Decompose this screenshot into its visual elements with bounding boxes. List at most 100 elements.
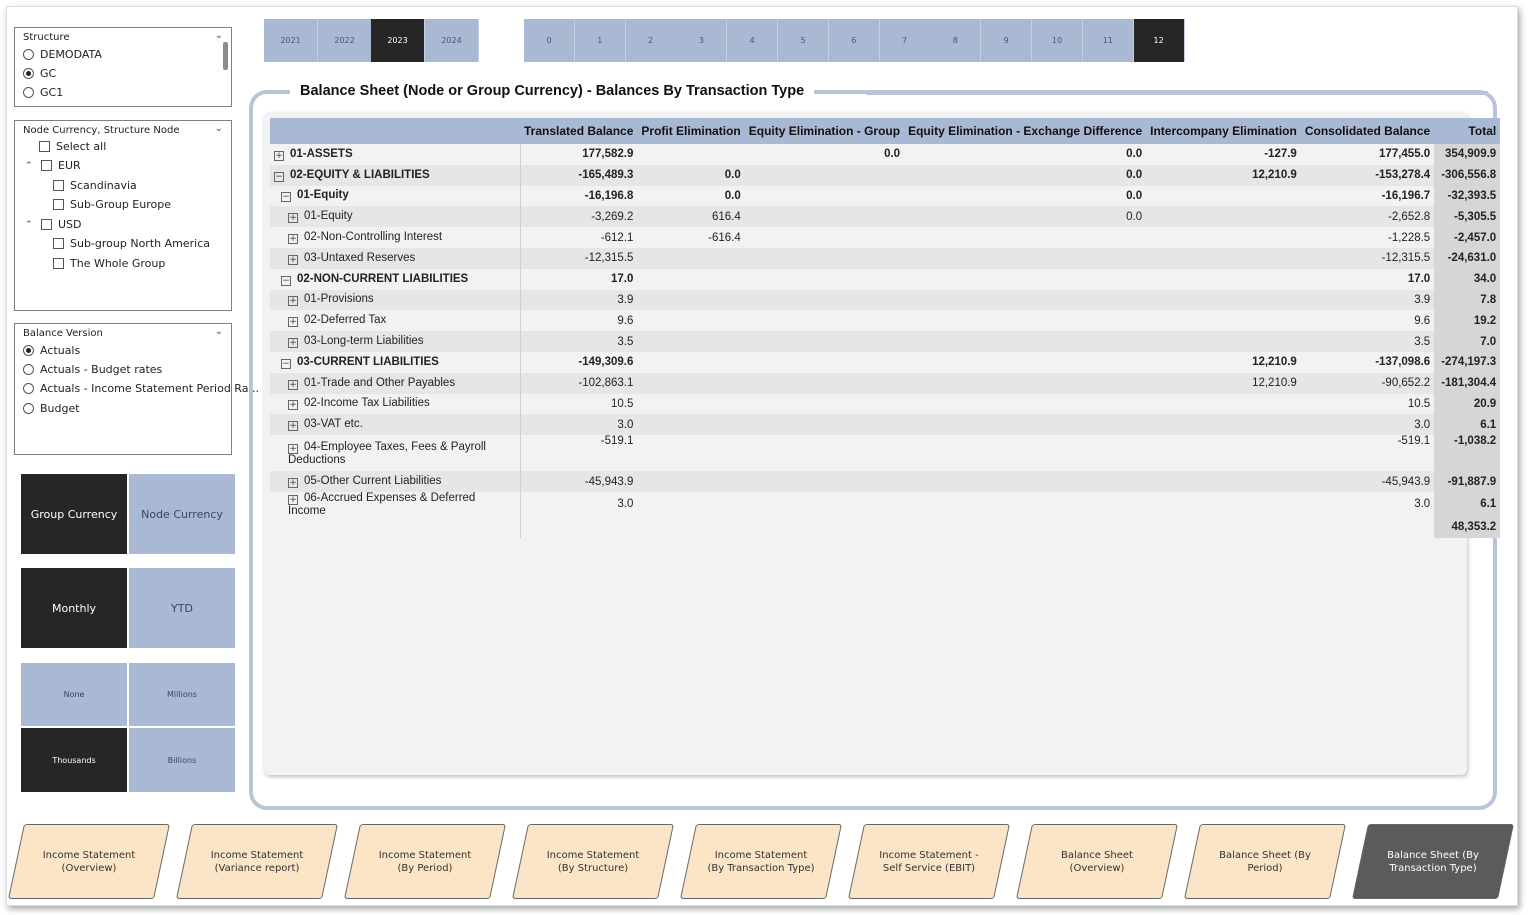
- units-none-button[interactable]: None: [21, 663, 127, 726]
- column-header[interactable]: Translated Balance: [520, 118, 638, 144]
- expand-icon[interactable]: +: [288, 400, 298, 411]
- expand-icon[interactable]: +: [288, 494, 298, 505]
- chevron-up-icon[interactable]: ⌃: [25, 160, 33, 171]
- cell-value: [744, 164, 905, 186]
- expand-icon[interactable]: +: [288, 317, 298, 328]
- expand-icon[interactable]: +: [288, 421, 298, 432]
- cell-value: -5,305.5: [1434, 206, 1501, 228]
- year-button-2022[interactable]: 2022: [318, 19, 372, 62]
- period-button-4[interactable]: 4: [727, 19, 779, 62]
- balance-option-budget[interactable]: Budget: [23, 402, 80, 415]
- balance-option-is-period-rates[interactable]: Actuals - Income Statement Period Ra...: [23, 382, 259, 395]
- expand-icon[interactable]: +: [288, 478, 298, 489]
- period-button-8[interactable]: 8: [930, 19, 982, 62]
- year-button-2021[interactable]: 2021: [264, 19, 318, 62]
- nav-button-3[interactable]: Income Statement (By Period): [344, 824, 506, 899]
- nav-button-5[interactable]: Income Statement (By Transaction Type): [680, 824, 842, 899]
- nav-button-label: Income Statement (Overview): [42, 849, 136, 874]
- year-button-2024[interactable]: 2024: [425, 19, 479, 62]
- expand-icon[interactable]: +: [288, 379, 298, 390]
- column-header[interactable]: Total: [1434, 118, 1501, 144]
- period-button-1[interactable]: 1: [574, 19, 626, 62]
- node-eur[interactable]: ⌃ EUR: [25, 159, 81, 172]
- checkbox-icon[interactable]: [53, 199, 64, 210]
- cell-value: [744, 268, 905, 290]
- radio-selected-icon[interactable]: [23, 345, 34, 356]
- expand-icon[interactable]: +: [288, 254, 298, 265]
- expand-icon[interactable]: +: [288, 234, 298, 245]
- balance-option-budget-rates[interactable]: Actuals - Budget rates: [23, 363, 162, 376]
- nav-button-2[interactable]: Income Statement (Variance report): [176, 824, 338, 899]
- structure-option-gc1[interactable]: GC1: [23, 86, 63, 99]
- collapse-icon[interactable]: −: [274, 171, 284, 182]
- node-subgroup-europe[interactable]: Sub-Group Europe: [53, 198, 171, 211]
- year-button-2023[interactable]: 2023: [371, 19, 425, 62]
- chevron-up-icon[interactable]: ⌃: [25, 219, 33, 230]
- group-currency-button[interactable]: Group Currency: [21, 474, 127, 554]
- collapse-icon[interactable]: −: [281, 275, 291, 286]
- checkbox-icon[interactable]: [53, 258, 64, 269]
- radio-icon[interactable]: [23, 87, 34, 98]
- chevron-down-icon[interactable]: ⌄: [214, 30, 223, 41]
- nav-button-6[interactable]: Income Statement - Self Service (EBIT): [848, 824, 1010, 899]
- node-whole-group[interactable]: The Whole Group: [53, 257, 165, 270]
- period-button-7[interactable]: 7: [879, 19, 931, 62]
- expand-icon[interactable]: +: [288, 443, 298, 454]
- period-button-3[interactable]: 3: [676, 19, 728, 62]
- checkbox-icon[interactable]: [53, 238, 64, 249]
- column-header[interactable]: [270, 118, 520, 144]
- column-header[interactable]: Equity Elimination - Exchange Difference: [904, 118, 1147, 144]
- period-button-0[interactable]: 0: [524, 19, 575, 62]
- expand-icon[interactable]: +: [274, 150, 284, 161]
- collapse-icon[interactable]: −: [281, 192, 291, 203]
- collapse-icon[interactable]: −: [281, 358, 291, 369]
- period-button-9[interactable]: 9: [981, 19, 1033, 62]
- node-select-all[interactable]: Select all: [39, 140, 106, 153]
- node-scandinavia[interactable]: Scandinavia: [53, 179, 137, 192]
- cell-value: 34.0: [1434, 268, 1501, 290]
- nav-button-9[interactable]: Balance Sheet (By Transaction Type): [1352, 824, 1514, 899]
- radio-selected-icon[interactable]: [23, 68, 34, 79]
- period-button-10[interactable]: 10: [1032, 19, 1083, 62]
- nav-button-1[interactable]: Income Statement (Overview): [8, 824, 170, 899]
- column-header[interactable]: Profit Elimination: [637, 118, 745, 144]
- units-thousands-button[interactable]: Thousands: [21, 728, 127, 792]
- expand-icon[interactable]: +: [288, 338, 298, 349]
- column-header[interactable]: Equity Elimination - Group: [744, 118, 905, 144]
- period-button-2[interactable]: 2: [625, 19, 677, 62]
- column-header[interactable]: Intercompany Elimination: [1146, 118, 1301, 144]
- nav-button-7[interactable]: Balance Sheet (Overview): [1016, 824, 1178, 899]
- chevron-down-icon[interactable]: ⌄: [214, 326, 223, 337]
- ytd-button[interactable]: YTD: [129, 568, 235, 648]
- cell-value: -2,652.8: [1300, 206, 1435, 228]
- structure-option-demodata[interactable]: DEMODATA: [23, 48, 102, 61]
- units-millions-button[interactable]: Millions: [129, 663, 235, 726]
- period-button-5[interactable]: 5: [778, 19, 829, 62]
- node-currency-button[interactable]: Node Currency: [129, 474, 235, 554]
- balance-option-actuals[interactable]: Actuals: [23, 344, 80, 357]
- nav-button-4[interactable]: Income Statement (By Structure): [512, 824, 674, 899]
- radio-icon[interactable]: [23, 49, 34, 60]
- node-usd[interactable]: ⌃ USD: [25, 218, 82, 231]
- monthly-button[interactable]: Monthly: [21, 568, 127, 648]
- node-subgroup-na[interactable]: Sub-group North America: [53, 237, 210, 250]
- checkbox-icon[interactable]: [53, 180, 64, 191]
- units-billions-button[interactable]: Billions: [129, 728, 235, 792]
- expand-icon[interactable]: +: [288, 296, 298, 307]
- expand-icon[interactable]: +: [288, 213, 298, 224]
- column-header[interactable]: Consolidated Balance: [1300, 118, 1435, 144]
- radio-icon[interactable]: [23, 364, 34, 375]
- checkbox-icon[interactable]: [39, 141, 50, 152]
- checkbox-icon[interactable]: [41, 160, 52, 171]
- period-button-6[interactable]: 6: [828, 19, 880, 62]
- period-button-11[interactable]: 11: [1082, 19, 1134, 62]
- structure-option-gc[interactable]: GC: [23, 67, 56, 80]
- chevron-down-icon[interactable]: ⌄: [214, 123, 223, 134]
- row-label: 03-Long-term Liabilities: [304, 335, 424, 348]
- period-button-12[interactable]: 12: [1133, 19, 1185, 62]
- checkbox-icon[interactable]: [41, 219, 52, 230]
- slicer-scrollbar[interactable]: [223, 42, 228, 70]
- radio-icon[interactable]: [23, 403, 34, 414]
- radio-icon[interactable]: [23, 383, 34, 394]
- nav-button-8[interactable]: Balance Sheet (By Period): [1184, 824, 1346, 899]
